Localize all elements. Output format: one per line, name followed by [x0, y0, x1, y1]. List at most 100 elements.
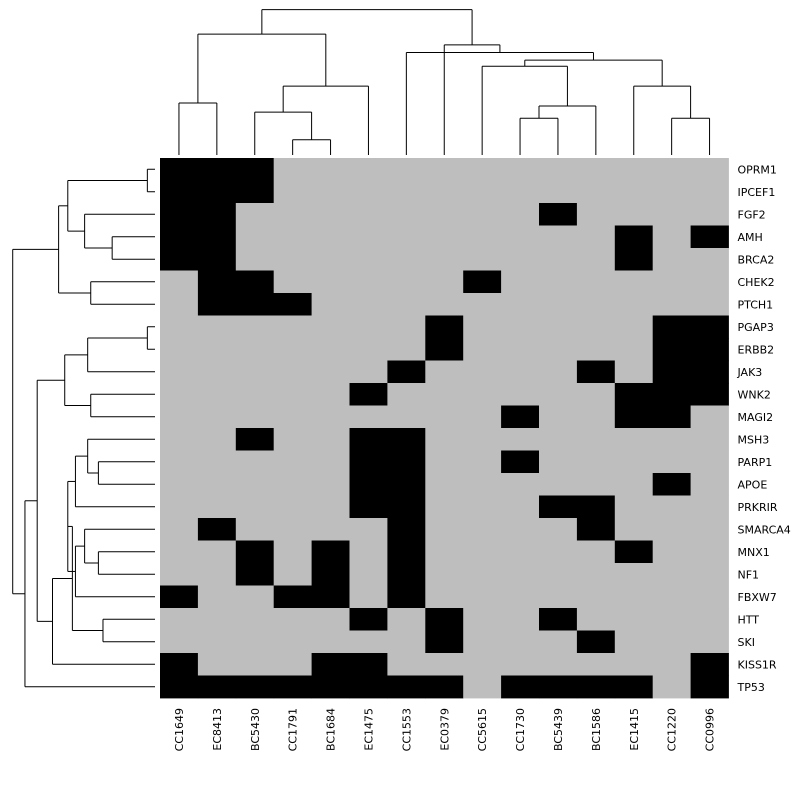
heatmap-cell: [463, 270, 502, 294]
heatmap-cell: [387, 203, 426, 226]
heatmap-cell: [197, 428, 237, 451]
heatmap-cell: [501, 158, 540, 181]
heatmap-cell: [690, 675, 729, 699]
heatmap-cell: [652, 428, 691, 451]
heatmap-cell: [349, 270, 388, 294]
heatmap-cell: [235, 270, 275, 294]
heatmap-cell: [690, 495, 729, 519]
heatmap-cell: [690, 630, 729, 654]
heatmap-cell: [235, 158, 275, 181]
heatmap-cell: [463, 360, 502, 384]
heatmap-cell: [160, 518, 199, 541]
heatmap-cell: [425, 158, 464, 181]
heatmap-cell: [614, 293, 654, 316]
heatmap-cell: [463, 630, 502, 654]
row-dendrogram: [12, 168, 155, 688]
heatmap-cell: [690, 293, 729, 316]
heatmap-cell: [349, 338, 388, 361]
heatmap-cell: [235, 653, 275, 676]
heatmap-cell: [501, 315, 540, 339]
heatmap-cell: [652, 653, 691, 676]
heatmap-cell: [311, 203, 350, 226]
heatmap-cell: [652, 293, 691, 316]
heatmap-cells: [160, 158, 729, 699]
heatmap-cell: [197, 653, 237, 676]
row-label: PTCH1: [738, 298, 774, 311]
heatmap-cell: [576, 563, 616, 586]
heatmap-cell: [463, 338, 502, 361]
heatmap-cell: [197, 248, 237, 271]
heatmap-cell: [652, 203, 691, 226]
heatmap-cell: [160, 405, 199, 429]
heatmap-cell: [273, 158, 312, 181]
heatmap-cell: [235, 293, 275, 316]
heatmap-cell: [614, 675, 654, 699]
heatmap-cell: [349, 585, 388, 609]
heatmap-cell: [235, 203, 275, 226]
heatmap-cell: [463, 540, 502, 564]
heatmap-cell: [652, 338, 691, 361]
column-label: BC1586: [590, 708, 603, 751]
heatmap-cell: [425, 630, 464, 654]
heatmap-cell: [576, 428, 616, 451]
heatmap-cell: [652, 675, 691, 699]
heatmap-cell: [576, 540, 616, 564]
heatmap-cell: [160, 360, 199, 384]
heatmap-cell: [576, 225, 616, 249]
column-label: EC0379: [438, 708, 451, 751]
heatmap-cell: [425, 495, 464, 519]
heatmap-cell: [311, 518, 350, 541]
heatmap-cell: [387, 630, 426, 654]
heatmap-cell: [614, 338, 654, 361]
heatmap-cell: [387, 383, 426, 406]
heatmap-cell: [235, 563, 275, 586]
heatmap-cell: [349, 675, 388, 699]
row-label: PRKRIR: [738, 501, 778, 514]
heatmap-cell: [463, 518, 502, 541]
heatmap-cell: [235, 675, 275, 699]
heatmap-cell: [501, 270, 540, 294]
heatmap-cell: [160, 315, 199, 339]
heatmap-cell: [539, 315, 578, 339]
heatmap-cell: [235, 338, 275, 361]
heatmap-cell: [273, 270, 312, 294]
heatmap-cell: [576, 315, 616, 339]
heatmap-cell: [652, 270, 691, 294]
heatmap-cell: [501, 428, 540, 451]
heatmap-cell: [235, 248, 275, 271]
heatmap-cell: [235, 428, 275, 451]
heatmap-cell: [160, 675, 199, 699]
column-label: CC1220: [666, 708, 679, 751]
heatmap-cell: [197, 405, 237, 429]
heatmap-cell: [387, 495, 426, 519]
heatmap-cell: [501, 563, 540, 586]
heatmap-cell: [539, 405, 578, 429]
heatmap-cell: [387, 270, 426, 294]
heatmap-cell: [197, 180, 237, 204]
heatmap-cell: [652, 248, 691, 271]
heatmap-cell: [576, 653, 616, 676]
heatmap-cell: [311, 293, 350, 316]
row-label: NF1: [738, 568, 760, 581]
heatmap-cell: [235, 608, 275, 631]
heatmap-cell: [273, 473, 312, 496]
heatmap-cell: [501, 405, 540, 429]
heatmap-cell: [349, 405, 388, 429]
heatmap-cell: [690, 450, 729, 474]
heatmap-cell: [160, 495, 199, 519]
heatmap-cell: [235, 450, 275, 474]
heatmap-cell: [425, 675, 464, 699]
heatmap-cell: [311, 563, 350, 586]
heatmap-cell: [197, 225, 237, 249]
heatmap-cell: [311, 338, 350, 361]
heatmap-cell: [160, 203, 199, 226]
heatmap-cell: [501, 608, 540, 631]
heatmap-cell: [539, 608, 578, 631]
heatmap-cell: [273, 675, 312, 699]
heatmap-cell: [652, 540, 691, 564]
heatmap-cell: [463, 428, 502, 451]
heatmap-cell: [273, 248, 312, 271]
heatmap-cell: [576, 338, 616, 361]
heatmap-cell: [425, 180, 464, 204]
